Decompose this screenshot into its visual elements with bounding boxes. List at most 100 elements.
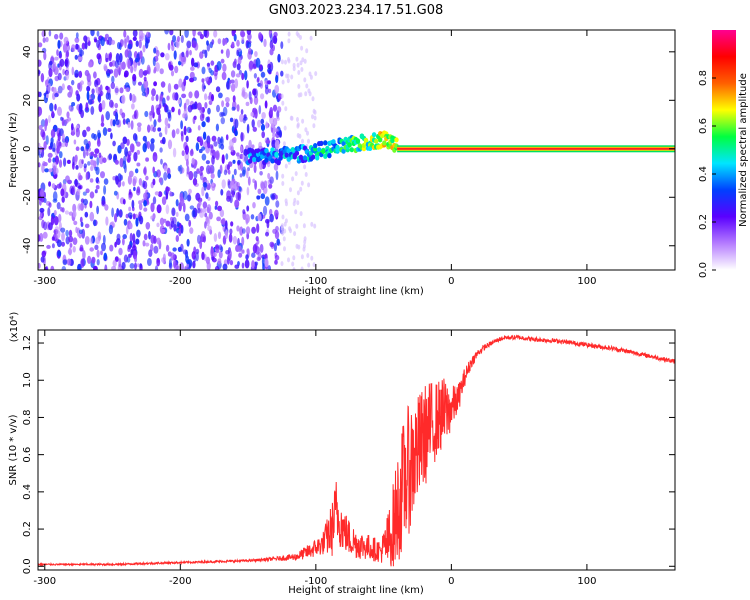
noise-cell [287,38,291,44]
noise-cell [199,210,205,218]
noise-cell [204,221,207,229]
y-tick-label: -40 [22,238,33,254]
noise-cell [230,70,236,78]
noise-cell [210,145,214,154]
noise-cell [90,106,95,115]
noise-cell [299,186,303,192]
noise-cell [143,233,148,241]
noise-cell [52,165,57,176]
noise-cell [74,73,79,78]
noise-cell [152,178,156,186]
noise-cell [238,69,242,75]
noise-cell [61,207,65,213]
noise-cell [40,73,45,83]
noise-cell [201,146,206,151]
snr-xlabel: Height of straight line (km) [288,585,424,596]
trace-cell [363,137,369,143]
noise-cell [77,82,81,90]
noise-cell [303,77,307,83]
noise-cell [251,252,256,258]
noise-cell [136,122,142,127]
noise-cell [217,205,222,212]
figure-title: GN03.2023.234.17.51.G08 [269,3,444,18]
noise-cell [237,191,242,202]
noise-cell [38,124,43,131]
noise-cell [108,224,113,235]
noise-cell [314,71,318,77]
noise-cell [177,246,182,252]
noise-cell [251,144,255,149]
noise-cell [296,123,300,129]
noise-cell [272,133,276,138]
noise-cell [135,217,139,227]
noise-cell [96,129,101,140]
noise-cell [173,83,179,90]
noise-cell [151,88,156,97]
noise-cell [162,253,166,262]
noise-cell [237,245,242,253]
noise-cell [143,192,148,200]
noise-cell [57,106,62,117]
noise-cell [265,121,269,129]
noise-cell [38,59,42,67]
noise-cell [174,262,179,270]
noise-cell [74,178,78,187]
noise-cell [72,203,77,213]
x-tick-label: -100 [304,276,327,287]
noise-cell [232,95,236,103]
noise-cell [280,41,284,49]
noise-cell [256,195,261,200]
noise-cell [313,115,317,121]
noise-cell [80,80,84,85]
noise-cell [130,249,134,256]
noise-cell [40,188,44,198]
noise-cell [210,173,215,179]
noise-cell [111,39,116,45]
noise-cell [48,115,51,123]
noise-cell [179,164,183,175]
noise-cell [71,102,76,107]
noise-cell [247,176,251,186]
noise-cell [111,75,115,84]
noise-cell [83,35,88,42]
noise-cell [225,250,230,255]
noise-cell [68,235,74,243]
noise-cell [61,232,65,242]
noise-cell [179,196,185,207]
noise-cell [211,135,217,142]
noise-cell [100,171,105,179]
noise-cell [280,261,284,267]
colorbar-gradient [712,30,736,270]
noise-cell [283,125,287,131]
noise-cell [275,116,280,121]
noise-cell [217,136,221,145]
noise-cell [193,171,198,179]
noise-cell [96,259,100,266]
noise-cell [192,40,197,48]
noise-cell [164,53,170,61]
noise-cell [68,229,73,237]
noise-cell [229,139,234,148]
noise-cell [253,96,259,105]
noise-cell [96,53,102,60]
noise-cell [95,185,100,190]
noise-cell [64,210,69,215]
noise-cell [178,78,183,88]
noise-cell [296,117,299,122]
colorbar-tick-label: 0.4 [698,166,709,182]
noise-cell [48,30,52,37]
trace-cell [276,159,281,165]
noise-cell [194,90,200,99]
trace-cell [382,140,387,146]
noise-cell [275,131,280,139]
noise-cell [274,139,280,150]
noise-cell [252,126,257,132]
noise-cell [218,92,223,99]
noise-cell [104,204,109,211]
noise-cell [300,266,304,270]
noise-cell [153,47,157,54]
noise-cell [284,163,288,169]
noise-cell [128,194,132,200]
noise-cell [157,127,162,132]
noise-cell [252,244,258,254]
